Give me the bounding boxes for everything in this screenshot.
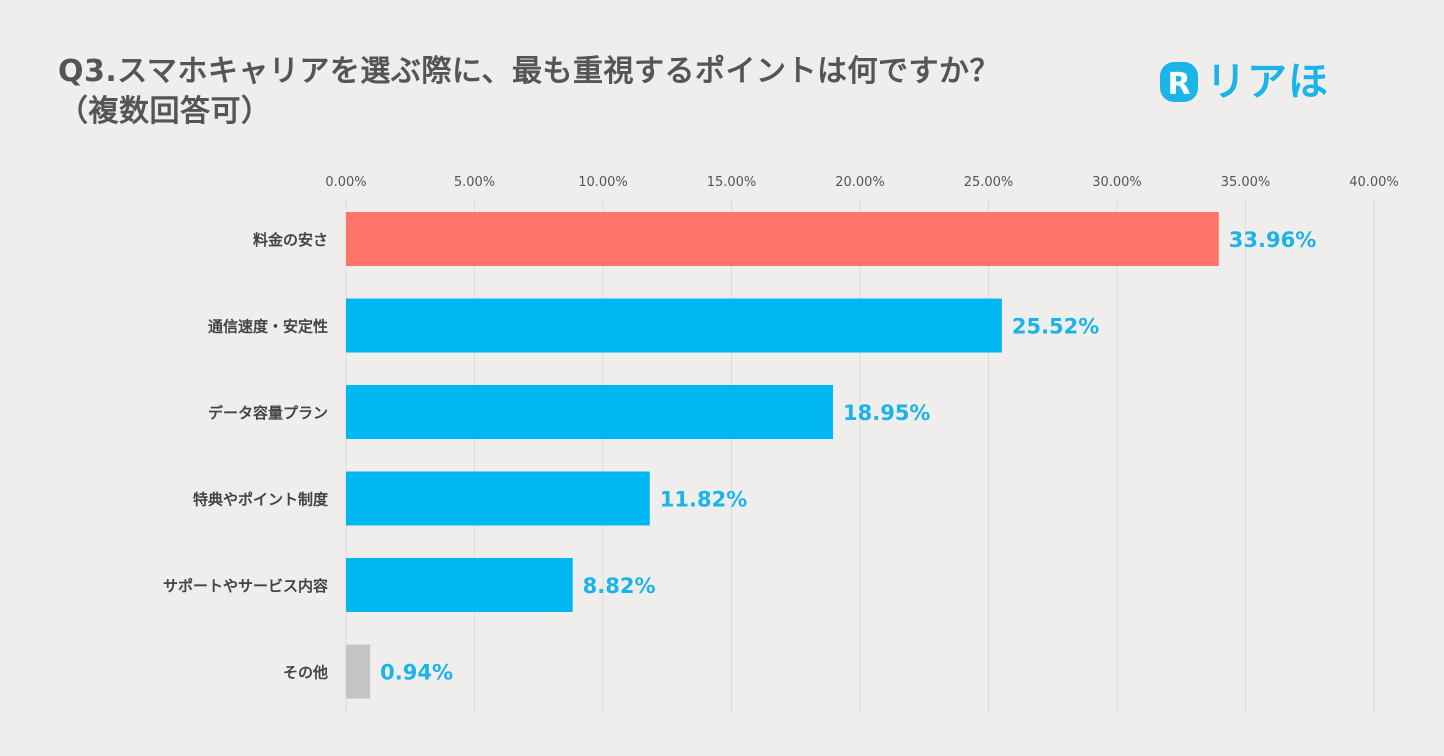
x-tick-label: 35.00% xyxy=(1221,175,1271,190)
bar xyxy=(346,644,371,699)
x-tick-label: 5.00% xyxy=(454,175,495,190)
x-tick-label: 15.00% xyxy=(707,175,757,190)
category-label: 通信速度・安定性 xyxy=(208,318,328,336)
x-tick-label: 20.00% xyxy=(835,175,885,190)
category-label: その他 xyxy=(283,664,328,682)
chart-title-line1: Q3.スマホキャリアを選ぶ際に、最も重視するポイントは何ですか？ xyxy=(58,54,1000,89)
logo-r-icon: R xyxy=(1160,62,1198,102)
x-tick-label: 0.00% xyxy=(325,175,366,190)
x-tick-label: 30.00% xyxy=(1092,175,1142,190)
data-label: 8.82% xyxy=(583,574,656,598)
data-label: 0.94% xyxy=(380,661,453,685)
bar xyxy=(346,298,1002,353)
chart-title: Q3.スマホキャリアを選ぶ際に、最も重視するポイントは何ですか？ （複数回答可） xyxy=(58,52,1000,132)
category-label: 特典やポイント制度 xyxy=(193,491,329,509)
bar xyxy=(346,558,573,612)
brand-logo: R リアほ xyxy=(1158,58,1329,106)
x-tick-label: 25.00% xyxy=(964,175,1014,190)
data-label: 11.82% xyxy=(660,488,747,512)
logo-text: リアほ xyxy=(1206,59,1329,105)
category-label: 料金の安さ xyxy=(253,231,328,249)
data-label: 18.95% xyxy=(843,401,930,425)
category-label: データ容量プラン xyxy=(208,404,328,422)
logo-mark-letter: R xyxy=(1167,67,1190,102)
bar xyxy=(346,385,834,439)
category-label: サポートやサービス内容 xyxy=(163,577,328,595)
chart-title-line2: （複数回答可） xyxy=(58,94,272,129)
x-tick-label: 10.00% xyxy=(578,175,628,190)
data-label: 33.96% xyxy=(1229,228,1316,252)
data-label: 25.52% xyxy=(1012,315,1099,339)
x-tick-label: 40.00% xyxy=(1349,175,1399,190)
bar xyxy=(346,471,650,526)
bar xyxy=(346,212,1219,266)
